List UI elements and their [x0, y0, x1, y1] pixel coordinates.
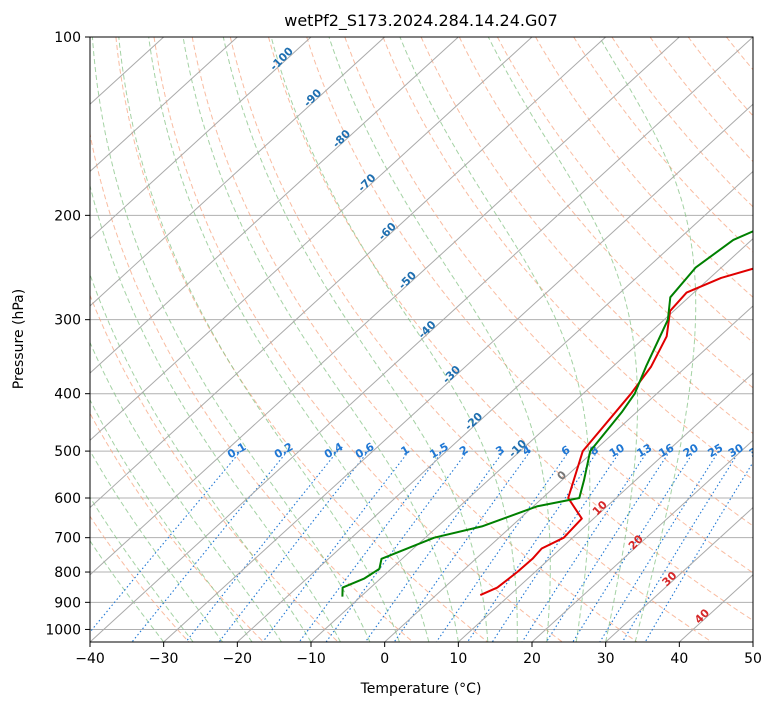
dry-adiabat	[90, 412, 264, 642]
chart-title: wetPf2_S173.2024.284.14.24.G07	[284, 11, 558, 31]
moist-adiabat	[118, 37, 400, 642]
moist-adiabat	[399, 37, 591, 642]
dry-adiabat	[268, 37, 753, 622]
dewpoint-line	[341, 230, 753, 597]
isotherm-line	[236, 170, 753, 642]
x-tick-label: −10	[296, 651, 326, 667]
mixing-ratio-line	[131, 450, 289, 642]
moist-adiabat	[90, 273, 312, 642]
mixing-ratio-line	[262, 450, 410, 642]
mixing-ratio-line	[644, 461, 753, 642]
moist-adiabat	[148, 37, 430, 642]
dry-adiabat	[90, 131, 414, 642]
x-tick-label: 10	[449, 651, 467, 667]
isotherm-line	[90, 37, 238, 173]
mixing-ratio-lines	[90, 450, 753, 642]
isotherm-line	[605, 506, 753, 642]
pressure-gridlines	[90, 37, 753, 630]
dry-adiabat	[306, 37, 753, 574]
isotherm-line	[90, 37, 312, 240]
mixing-ratio-line	[572, 450, 695, 642]
y-tick-label: 800	[54, 565, 81, 581]
isotherm-line	[90, 37, 459, 374]
dry-adiabat	[344, 37, 753, 527]
moist-adiabat	[328, 37, 551, 642]
dry-adiabat	[458, 37, 753, 389]
x-tick-label: 30	[597, 651, 615, 667]
y-tick-label: 300	[54, 313, 81, 329]
dry-adiabat	[573, 37, 753, 253]
isotherm-line	[90, 37, 680, 576]
x-tick-label: −40	[75, 651, 105, 667]
moist-adiabat	[487, 37, 639, 642]
x-axis-label: Temperature (°C)	[360, 681, 482, 697]
isotherm-line	[90, 37, 533, 442]
dry-adiabat	[90, 293, 339, 642]
mixing-ratio-label: 36	[747, 441, 767, 460]
dry-adiabat	[229, 37, 712, 642]
x-tick-label: 50	[744, 651, 762, 667]
isotherm-line	[384, 305, 753, 642]
mixing-ratio-line	[298, 450, 444, 642]
moist-adiabat	[90, 341, 282, 642]
moist-adiabat	[222, 37, 489, 642]
mixing-ratio-line	[599, 450, 720, 642]
x-tick-label: −20	[223, 651, 253, 667]
temperature-line	[479, 267, 753, 597]
mixing-ratio-line	[621, 450, 740, 642]
y-tick-label: 600	[54, 491, 81, 507]
y-tick-label: 700	[54, 531, 81, 547]
dry-adiabat	[535, 37, 753, 298]
mixing-ratio-line	[364, 450, 505, 642]
y-tick-label: 200	[54, 208, 81, 224]
y-tick-label: 500	[54, 444, 81, 460]
x-tick-label: 40	[670, 651, 688, 667]
y-tick-label: 400	[54, 387, 81, 403]
moist-adiabat	[598, 37, 697, 642]
mixing-ratio-line	[218, 450, 369, 642]
plot-frame	[89, 36, 754, 643]
x-tick-label: 20	[523, 651, 541, 667]
dry-adiabat	[382, 37, 753, 481]
dry-adiabat	[191, 37, 638, 642]
mixing-ratio-line	[185, 450, 339, 642]
mixing-ratio-line	[90, 450, 242, 633]
dry-adiabat	[649, 37, 753, 163]
dry-adiabat	[496, 37, 753, 344]
x-tick-label: −30	[149, 651, 179, 667]
mixing-ratio-line	[435, 450, 570, 642]
mixing-ratio-line	[467, 450, 599, 642]
x-tick-label: 0	[380, 651, 389, 667]
isotherm-line	[90, 37, 386, 307]
skewed-isotherms	[90, 37, 753, 642]
profile-series	[341, 230, 753, 597]
isotherm-line	[163, 103, 753, 642]
isotherm-line	[531, 439, 753, 642]
y-tick-label: 100	[54, 30, 81, 46]
isotherm-line	[90, 37, 753, 642]
moist-adiabat	[91, 37, 371, 642]
isotherm-line	[90, 37, 607, 509]
y-axis-label: Pressure (hPa)	[11, 289, 27, 389]
isotherm-line	[310, 237, 753, 642]
y-tick-label: 900	[54, 595, 81, 611]
moist-adiabat	[182, 37, 459, 642]
plot-area: 0.10.20.40.611.52346810131620253036-100-…	[90, 37, 767, 642]
isotherm-line	[457, 372, 753, 642]
y-tick-label: 1000	[45, 622, 81, 638]
axes: −40 −30 −20 −10 0 10 20 30 40 50 100 200 300 400 500 60…	[45, 30, 762, 667]
